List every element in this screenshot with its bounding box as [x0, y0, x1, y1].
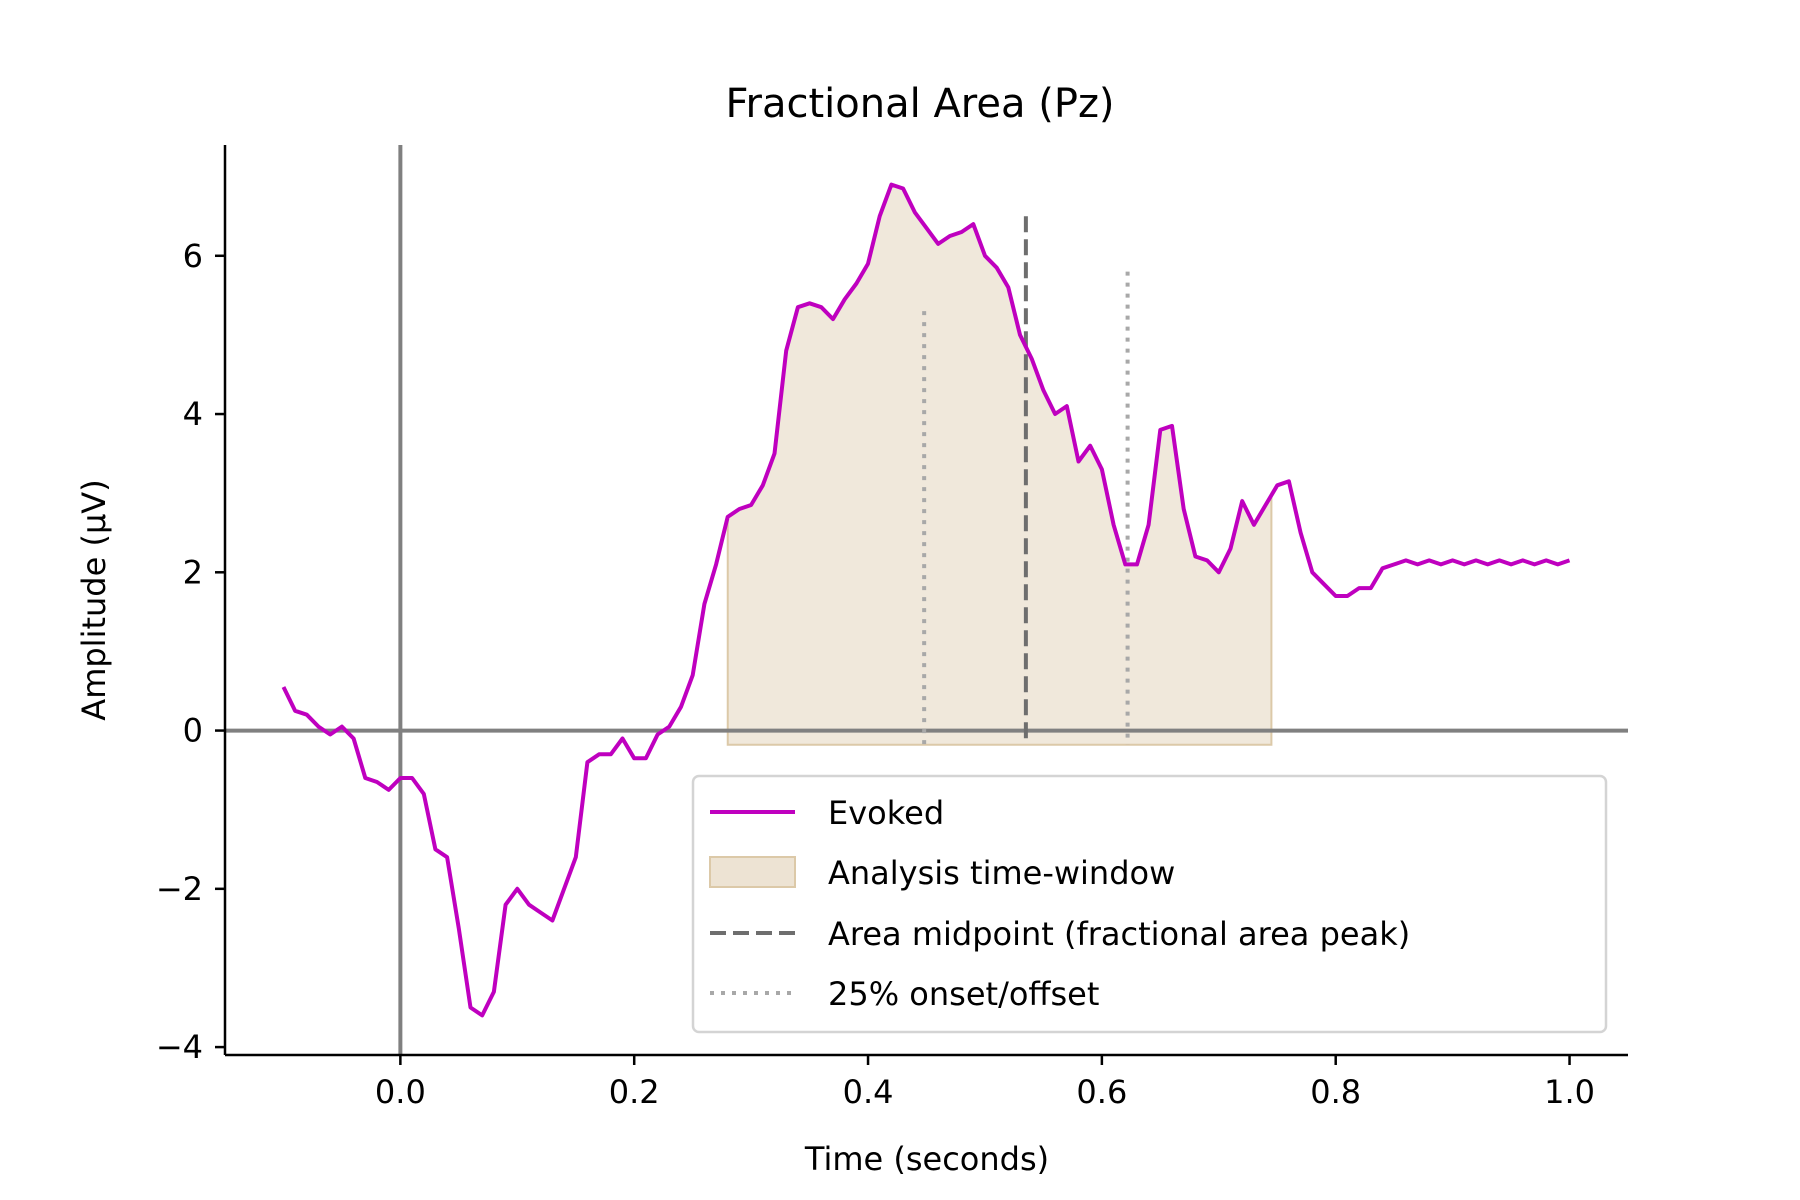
analysis-window-fill	[726, 183, 1273, 746]
x-tick-label: 0.6	[1076, 1073, 1127, 1111]
chart-title: Fractional Area (Pz)	[725, 81, 1114, 127]
y-tick-label: −4	[156, 1028, 203, 1066]
legend-window-label: Analysis time-window	[828, 854, 1175, 892]
legend-onset-label: 25% onset/offset	[828, 975, 1099, 1013]
x-tick-label: 0.2	[609, 1073, 660, 1111]
x-tick-label: 0.4	[843, 1073, 894, 1111]
y-tick-label: 6	[183, 237, 203, 275]
y-tick-label: 4	[183, 395, 203, 433]
x-axis-label: Time (seconds)	[804, 1140, 1049, 1178]
y-axis-label: Amplitude (µV)	[75, 479, 113, 720]
y-tick-label: −2	[156, 870, 203, 908]
y-axis-ticks: −4 −2 0 2 4 6	[156, 237, 225, 1066]
plot-area	[225, 145, 1628, 1055]
legend-evoked-label: Evoked	[828, 794, 944, 832]
legend-box	[691, 774, 1608, 1034]
legend-midpoint-label: Area midpoint (fractional area peak)	[828, 915, 1410, 953]
y-tick-label: 2	[183, 553, 203, 591]
x-tick-label: 1.0	[1544, 1073, 1595, 1111]
legend: Evoked Analysis time-window Area midpoin…	[691, 774, 1608, 1034]
x-axis-ticks: 0.0 0.2 0.4 0.6 0.8 1.0	[375, 1055, 1595, 1111]
x-tick-label: 0.0	[375, 1073, 426, 1111]
legend-window-swatch	[709, 856, 796, 888]
x-tick-label: 0.8	[1310, 1073, 1361, 1111]
y-tick-label: 0	[183, 712, 203, 750]
evoked-series-line	[281, 182, 1571, 1018]
